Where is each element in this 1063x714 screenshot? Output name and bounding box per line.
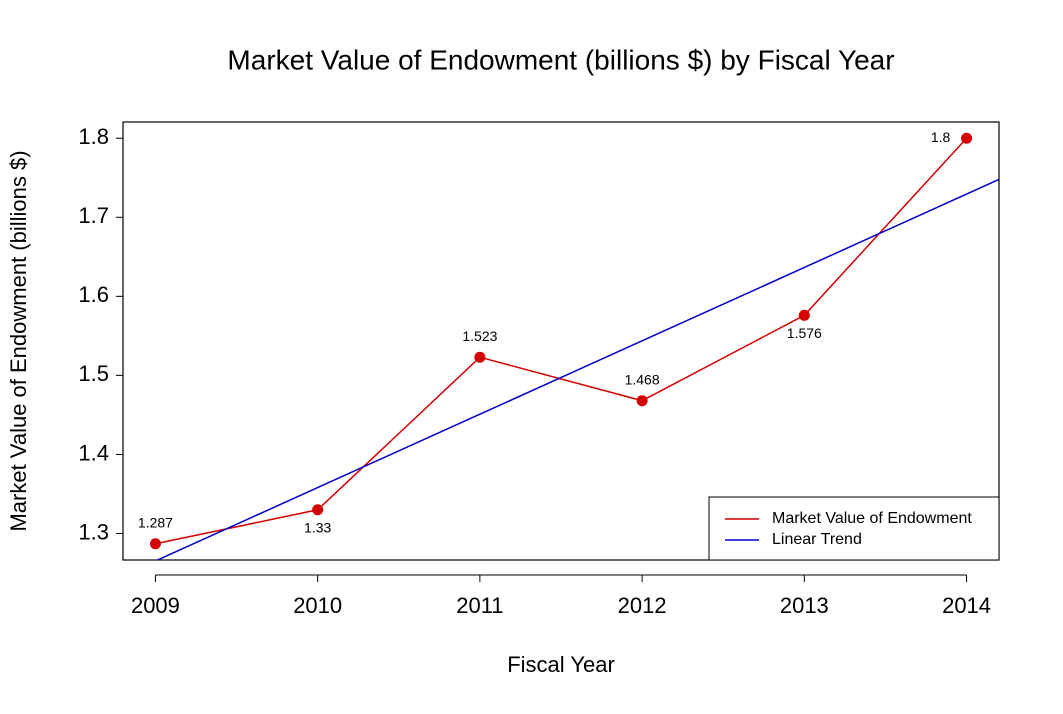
chart-title: Market Value of Endowment (billions $) b… (227, 44, 894, 75)
data-point (961, 132, 973, 144)
x-tick-label: 2012 (618, 593, 667, 618)
y-axis-label: Market Value of Endowment (billions $) (6, 150, 31, 531)
x-tick-label: 2010 (293, 593, 342, 618)
x-tick-label: 2014 (942, 593, 991, 618)
plot-area (155, 137, 999, 560)
trend-extension (966, 178, 999, 195)
legend-box (708, 496, 1000, 561)
x-tick-label: 2011 (456, 593, 503, 618)
legend-label: Market Value of Endowment (772, 510, 972, 527)
series-line (155, 137, 968, 545)
data-label: 1.576 (787, 325, 822, 341)
data-point (636, 395, 648, 407)
data-point (798, 309, 810, 321)
data-label: 1.468 (625, 371, 660, 387)
data-point (312, 504, 324, 516)
data-label: 1.287 (138, 514, 173, 530)
y-tick-label: 1.5 (78, 361, 109, 386)
x-tick-label: 2013 (780, 593, 829, 618)
y-tick-label: 1.3 (78, 519, 109, 544)
data-label: 1.8 (931, 129, 951, 145)
x-axis-label: Fiscal Year (507, 652, 615, 677)
series-line (155, 193, 967, 560)
legend-label: Linear Trend (772, 531, 862, 548)
data-label: 1.523 (462, 328, 497, 344)
y-tick-label: 1.7 (78, 203, 109, 228)
data-point (149, 538, 161, 550)
y-tick-label: 1.8 (78, 124, 109, 149)
data-point (474, 351, 486, 363)
data-label: 1.33 (304, 519, 331, 535)
y-tick-label: 1.4 (78, 440, 109, 465)
x-tick-label: 2009 (131, 593, 180, 618)
y-tick-label: 1.6 (78, 282, 109, 307)
